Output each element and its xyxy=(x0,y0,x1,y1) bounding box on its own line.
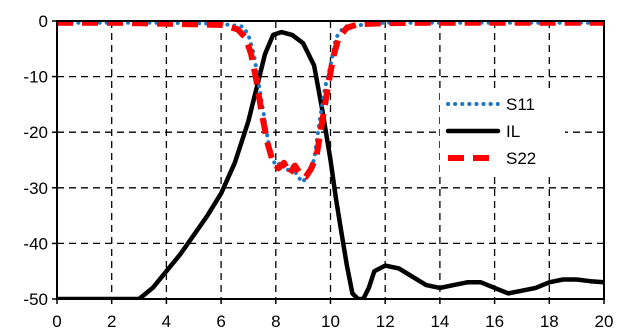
series-layer xyxy=(57,21,604,299)
x-tick-label: 4 xyxy=(162,312,171,331)
y-tick-label: -20 xyxy=(23,123,48,142)
x-tick-label: 10 xyxy=(321,312,340,331)
x-tick-label: 14 xyxy=(430,312,449,331)
legend-label-s22: S22 xyxy=(506,149,536,168)
x-tick-label: 2 xyxy=(107,312,116,331)
y-tick-label: -40 xyxy=(23,234,48,253)
x-tick-label: 8 xyxy=(271,312,280,331)
legend: S11 IL S22 xyxy=(440,88,565,174)
x-tick-label: 18 xyxy=(540,312,559,331)
x-tick-label: 12 xyxy=(376,312,395,331)
series-line-s22 xyxy=(57,21,604,180)
series-line-s11 xyxy=(57,21,604,185)
legend-label-s11: S11 xyxy=(506,95,535,114)
x-tick-label: 20 xyxy=(595,312,614,331)
y-tick-label: -50 xyxy=(23,290,48,309)
series-line-il xyxy=(57,29,604,299)
x-tick-label: 0 xyxy=(52,312,61,331)
y-tick-label: 0 xyxy=(39,12,48,31)
y-tick-label: -10 xyxy=(23,68,48,87)
legend-label-il: IL xyxy=(506,122,520,141)
x-tick-label: 16 xyxy=(485,312,504,331)
x-tick-label: 6 xyxy=(216,312,225,331)
tick-labels: 0 2 4 6 8 10 12 14 16 18 20 0 -10 -20 -30 -40 -50 xyxy=(23,12,613,331)
y-tick-label: -30 xyxy=(23,179,48,198)
